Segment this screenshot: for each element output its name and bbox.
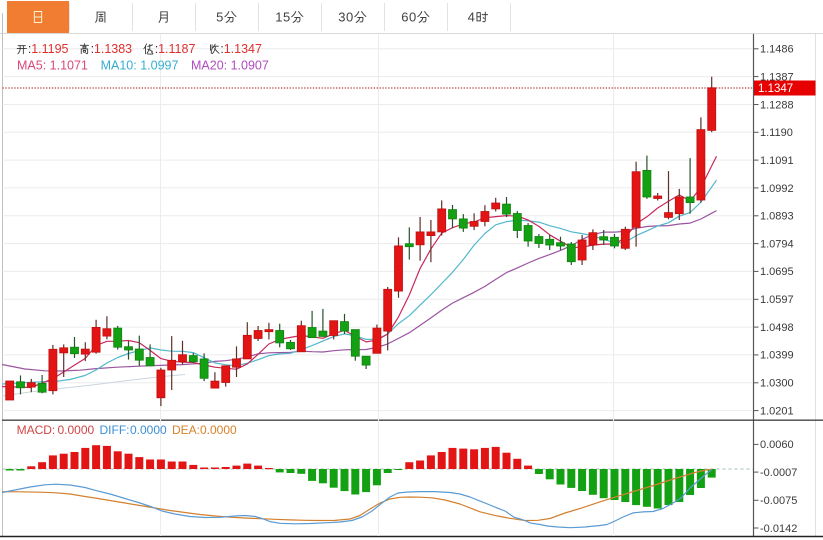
svg-text:1.1288: 1.1288 — [760, 99, 794, 111]
svg-text:1.1190: 1.1190 — [760, 127, 793, 139]
svg-text:1.0201: 1.0201 — [760, 405, 794, 417]
svg-text:1.0300: 1.0300 — [760, 378, 794, 390]
svg-text:1.1091: 1.1091 — [760, 155, 794, 167]
svg-text:1: 1 — [275, 10, 282, 25]
svg-text:1.1383: 1.1383 — [94, 42, 132, 56]
svg-text:1.1347: 1.1347 — [224, 42, 262, 56]
svg-text:1.1195: 1.1195 — [31, 42, 68, 56]
svg-text:5: 5 — [283, 10, 290, 25]
svg-text:1.1187: 1.1187 — [158, 42, 195, 56]
svg-text:5: 5 — [216, 10, 223, 25]
svg-text::: : — [155, 42, 158, 56]
svg-text:0.0060: 0.0060 — [760, 439, 794, 451]
svg-text::: : — [28, 42, 31, 56]
svg-text:1.0498: 1.0498 — [760, 322, 794, 334]
svg-text:1.0992: 1.0992 — [760, 183, 794, 195]
svg-text:0: 0 — [346, 10, 353, 25]
svg-text:-0.0142: -0.0142 — [760, 523, 797, 535]
svg-text:1.0597: 1.0597 — [760, 294, 794, 306]
svg-text:-0.0007: -0.0007 — [760, 467, 797, 479]
svg-text::: : — [220, 42, 223, 56]
svg-text:-0.0075: -0.0075 — [760, 495, 797, 507]
svg-text:1.0399: 1.0399 — [760, 350, 794, 362]
svg-text:1.1347: 1.1347 — [758, 83, 793, 95]
svg-text:1.1387: 1.1387 — [760, 71, 794, 83]
svg-text:3: 3 — [338, 10, 345, 25]
svg-text:1.0893: 1.0893 — [760, 211, 794, 223]
svg-text:1.0695: 1.0695 — [760, 266, 794, 278]
svg-text:1.0794: 1.0794 — [760, 238, 794, 250]
svg-text::: : — [91, 42, 94, 56]
svg-text:4: 4 — [468, 10, 475, 25]
svg-text:0: 0 — [409, 10, 416, 25]
svg-text:6: 6 — [401, 10, 408, 25]
svg-text:1.1486: 1.1486 — [760, 44, 794, 56]
